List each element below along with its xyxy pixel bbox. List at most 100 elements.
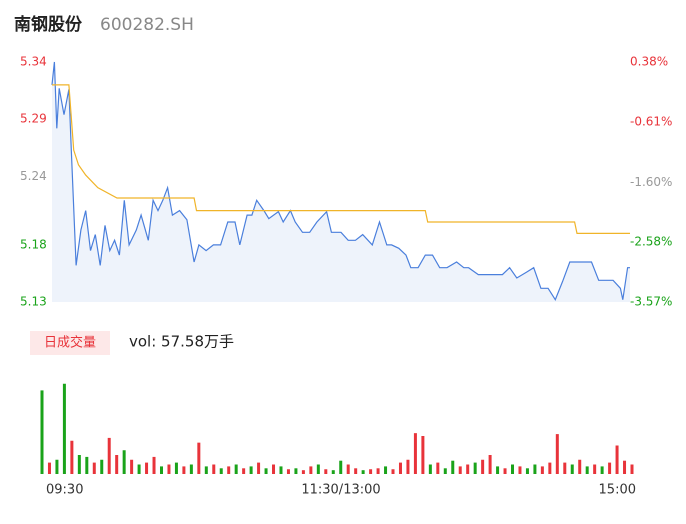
volume-bar (436, 462, 440, 474)
volume-bar (361, 470, 365, 474)
volume-bar (257, 462, 261, 474)
volume-bar (107, 437, 111, 474)
volume-bar (47, 462, 51, 474)
volume-bar (55, 459, 59, 474)
volume-bar (242, 468, 246, 474)
y2-tick-label: -2.58% (630, 234, 672, 248)
volume-bar (466, 464, 470, 474)
volume-bar (570, 464, 574, 474)
volume-total: vol: 57.58万手 (129, 333, 234, 351)
volume-bar (62, 383, 66, 474)
volume-bar (100, 459, 104, 474)
y-tick-label: 5.29 (20, 112, 47, 126)
volume-bar (264, 468, 268, 474)
volume-bar (458, 466, 462, 474)
volume-bar (294, 468, 298, 474)
volume-bar (391, 469, 395, 474)
volume-bar (615, 445, 619, 474)
volume-bar (145, 462, 149, 474)
volume-bar (92, 462, 96, 474)
volume-bar (204, 466, 208, 474)
volume-bar (137, 464, 141, 474)
volume-bar (451, 460, 455, 474)
volume-bar (122, 450, 126, 474)
volume-bar (496, 466, 500, 474)
volume-bar (130, 459, 134, 474)
volume-bar (77, 455, 81, 474)
x-tick-label: 15:00 (599, 483, 636, 498)
volume-bar (159, 466, 163, 474)
y2-tick-label: 0.38% (630, 55, 668, 69)
volume-badge (30, 331, 110, 355)
volume-bar (563, 462, 567, 474)
volume-bar (234, 464, 238, 474)
average-line (52, 84, 630, 234)
volume-bar (272, 464, 276, 474)
volume-bar (227, 466, 231, 474)
volume-bar (115, 455, 119, 474)
volume-bar (301, 470, 305, 474)
volume-bar (503, 468, 507, 474)
volume-bar (540, 466, 544, 474)
volume-bar (473, 462, 477, 474)
volume-bar (249, 466, 253, 474)
x-tick-label: 11:30/13:00 (301, 483, 380, 498)
volume-bar (600, 466, 604, 474)
volume-bar (324, 469, 328, 474)
volume-bar (197, 442, 201, 474)
volume-bar (481, 459, 485, 474)
stock-code: 600282.SH (100, 15, 194, 35)
volume-bar (413, 433, 417, 474)
volume-title: 日成交量 (44, 335, 96, 351)
y2-tick-label: -0.61% (630, 115, 672, 129)
volume-bar (167, 464, 171, 474)
volume-bar (376, 468, 380, 474)
volume-bar (182, 466, 186, 474)
volume-bar (555, 434, 559, 474)
y-tick-label: 5.13 (20, 295, 47, 309)
price-line (51, 61, 630, 302)
y-tick-label: 5.34 (20, 55, 47, 69)
volume-bar (533, 464, 537, 474)
y-tick-label: 5.18 (20, 237, 47, 251)
volume-bar (279, 466, 283, 474)
volume-bar (346, 464, 350, 474)
volume-bar (488, 455, 492, 474)
volume-bar (384, 466, 388, 474)
volume-bar (189, 464, 193, 474)
volume-bar (331, 470, 335, 474)
x-tick-label: 09:30 (46, 483, 83, 498)
volume-bar (309, 466, 313, 474)
volume-bar (398, 462, 402, 474)
volume-bar (40, 390, 44, 474)
volume-bar (585, 466, 589, 474)
y2-tick-label: -3.57% (630, 295, 672, 309)
y2-tick-label: -1.60% (630, 175, 672, 189)
volume-bar (85, 456, 89, 474)
volume-bar (369, 469, 373, 474)
volume-bar (511, 464, 515, 474)
volume-bar (354, 468, 358, 474)
price-area (52, 62, 630, 302)
volume-bar (548, 462, 552, 474)
volume-bar (212, 464, 216, 474)
volume-bar (152, 456, 156, 474)
volume-bar (219, 468, 223, 474)
volume-bar (339, 460, 343, 474)
volume-bar (316, 464, 320, 474)
volume-bar (630, 464, 634, 474)
volume-bar (174, 462, 178, 474)
volume-bar (286, 469, 290, 474)
volume-bar (70, 440, 74, 474)
volume-bar (428, 464, 432, 474)
y-tick-label: 5.24 (20, 169, 47, 183)
volume-bar (421, 436, 425, 474)
volume-bar (406, 459, 410, 474)
stock-name: 南钢股份 (14, 14, 83, 35)
volume-bar (443, 468, 447, 474)
volume-bar (593, 464, 597, 474)
volume-bar (608, 462, 612, 474)
volume-bar (623, 460, 627, 474)
volume-bar (525, 468, 529, 474)
